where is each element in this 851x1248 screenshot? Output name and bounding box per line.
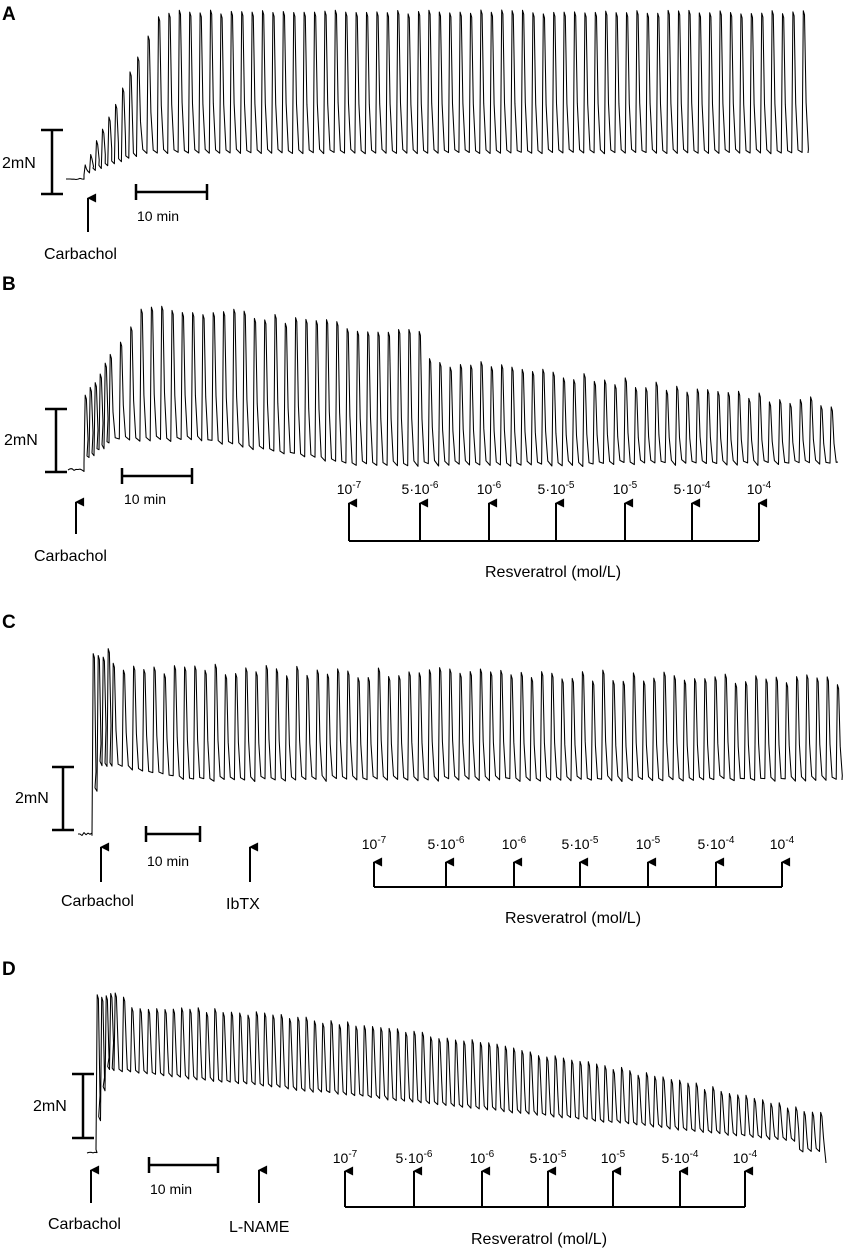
resveratrol-dose-label: 10-7 [362,835,387,852]
resveratrol-dose-label: 5·10-4 [674,480,711,497]
panel-c: C 2mN 10 min Carbachol IbTX 10-7 5·10-6 10… [2,612,843,927]
lname-label: L-NAME [229,1219,289,1236]
force-scale-label-a: 2mN [2,155,36,172]
time-scale-bar-d [147,1157,220,1173]
force-trace-a [66,9,809,181]
resveratrol-dose-label: 10-6 [477,480,502,497]
panel-a: A 2mN 10 min Carbachol [2,4,809,263]
resveratrol-label-d: Resveratrol (mol/L) [471,1231,607,1248]
ibtx-label: IbTX [226,896,260,913]
force-scale-label-b: 2mN [4,432,38,449]
time-scale-label-a: 10 min [137,208,179,224]
force-trace-c [78,648,843,837]
resveratrol-dose-label: 5·10-4 [662,1149,699,1166]
resveratrol-dose-label: 10-4 [747,480,772,497]
resveratrol-dose-label: 10-5 [636,835,661,852]
carbachol-label-a: Carbachol [44,246,117,263]
time-scale-bar-c [144,826,202,842]
resveratrol-dose-label: 10-5 [613,480,638,497]
resveratrol-dose-label: 10-4 [733,1149,758,1166]
panel-b: B 2mN 10 min Carbachol 10-7 5·10-6 10-6 5·1… [2,274,839,581]
panel-label-c: C [2,612,16,633]
resveratrol-dose-label: 10-4 [770,835,795,852]
resveratrol-dose-label: 5·10-5 [538,480,575,497]
carbachol-label-b: Carbachol [34,548,107,565]
resveratrol-dosing-c: 10-7 5·10-6 10-6 5·10-5 10-5 5·10-4 10-4 [362,835,795,888]
resveratrol-dose-label: 5·10-6 [428,835,465,852]
resveratrol-dose-label: 5·10-5 [562,835,599,852]
force-scale-bar-a [41,128,63,196]
resveratrol-dose-label: 5·10-4 [698,835,735,852]
resveratrol-label-c: Resveratrol (mol/L) [505,910,641,927]
time-scale-label-b: 10 min [124,491,166,507]
time-scale-label-d: 10 min [150,1181,192,1197]
force-trace-d [86,992,827,1164]
force-scale-bar-d [72,1072,94,1140]
resveratrol-dose-label: 5·10-6 [402,480,439,497]
force-scale-bar-c [52,765,74,832]
resveratrol-dosing-b: 10-7 5·10-6 10-6 5·10-5 10-5 5·10-4 10-4 [337,480,772,542]
force-trace-b [67,305,839,472]
panel-label-d: D [2,959,16,980]
resveratrol-label-b: Resveratrol (mol/L) [485,564,621,581]
carbachol-label-d: Carbachol [48,1216,121,1233]
force-scale-label-c: 2mN [15,790,49,807]
resveratrol-dose-label: 10-7 [333,1149,358,1166]
panel-label-a: A [2,4,16,25]
resveratrol-dose-label: 10-6 [470,1149,495,1166]
panel-d: D 2mN 10 min Carbachol L-NAME 10-7 5·10-6… [2,959,827,1248]
carbachol-label-c: Carbachol [61,893,134,910]
resveratrol-dose-label: 10-6 [502,835,527,852]
time-scale-label-c: 10 min [147,853,189,869]
time-scale-bar-a [134,184,209,200]
resveratrol-dose-label: 10-7 [337,480,362,497]
resveratrol-dose-label: 5·10-6 [396,1149,433,1166]
force-scale-bar-b [45,407,67,474]
resveratrol-dose-label: 5·10-5 [530,1149,567,1166]
resveratrol-dosing-d: 10-7 5·10-6 10-6 5·10-5 10-5 5·10-4 10-4 [333,1149,758,1208]
force-scale-label-d: 2mN [33,1098,67,1115]
resveratrol-dose-label: 10-5 [601,1149,626,1166]
panel-label-b: B [2,274,16,295]
time-scale-bar-b [120,468,194,484]
